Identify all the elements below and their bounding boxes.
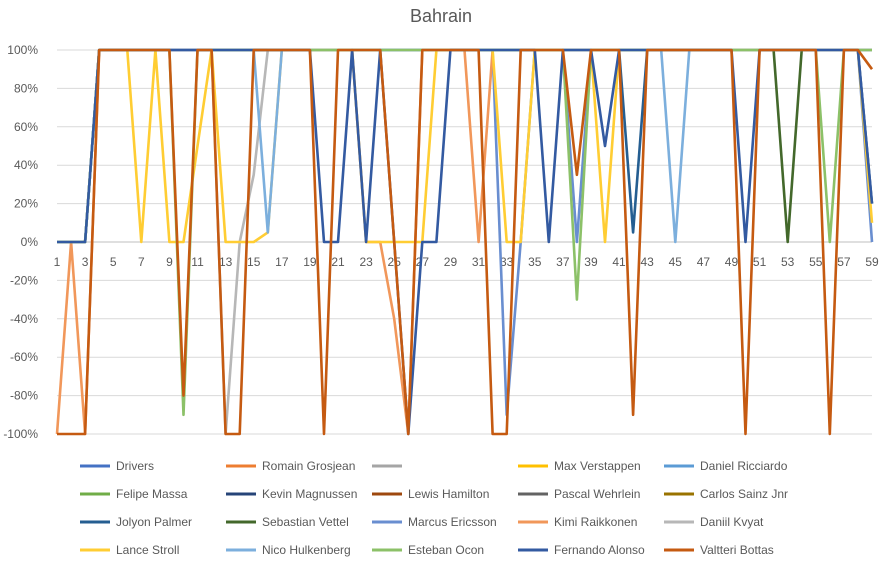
legend-entry: Kimi Raikkonen — [518, 515, 637, 529]
x-tick-label: 9 — [166, 255, 173, 269]
x-tick-label: 39 — [584, 255, 598, 269]
legend-entry: Jolyon Palmer — [80, 515, 192, 529]
legend-label: Lewis Hamilton — [408, 487, 489, 501]
x-tick-label: 33 — [500, 255, 514, 269]
x-tick-label: 27 — [416, 255, 430, 269]
legend-label: Daniel Ricciardo — [700, 459, 788, 473]
legend-label: Pascal Wehrlein — [554, 487, 640, 501]
x-tick-label: 59 — [865, 255, 879, 269]
x-tick-label: 45 — [669, 255, 683, 269]
legend-entry: Lewis Hamilton — [372, 487, 489, 501]
legend-label: Kimi Raikkonen — [554, 515, 637, 529]
legend-entry: Carlos Sainz Jnr — [664, 487, 788, 501]
x-tick-label: 57 — [837, 255, 851, 269]
legend-label: Lance Stroll — [116, 543, 179, 557]
legend-label: Felipe Massa — [116, 487, 188, 501]
x-tick-label: 1 — [54, 255, 61, 269]
legend-label: Romain Grosjean — [262, 459, 355, 473]
legend-entry: Felipe Massa — [80, 487, 188, 501]
legend-label: Nico Hulkenberg — [262, 543, 351, 557]
legend-entry: Sebastian Vettel — [226, 515, 349, 529]
legend-label: Drivers — [116, 459, 154, 473]
x-tick-label: 7 — [138, 255, 145, 269]
series-line — [57, 48, 874, 436]
y-tick-label: 0% — [21, 235, 39, 249]
legend-entry: Max Verstappen — [518, 459, 641, 473]
x-tick-label: 53 — [781, 255, 795, 269]
x-tick-label: 23 — [359, 255, 373, 269]
x-tick-label: 15 — [247, 255, 261, 269]
legend-entry: Fernando Alonso — [518, 543, 645, 557]
x-tick-label: 19 — [303, 255, 317, 269]
legend-entry: Daniil Kvyat — [664, 515, 764, 529]
x-tick-label: 29 — [444, 255, 458, 269]
legend-label: Carlos Sainz Jnr — [700, 487, 788, 501]
series-line — [57, 48, 874, 244]
legend-entry: Nico Hulkenberg — [226, 543, 351, 557]
series-lines — [55, 48, 874, 436]
legend-entry: Daniel Ricciardo — [664, 459, 788, 473]
x-tick-label: 47 — [697, 255, 711, 269]
legend-label: Esteban Ocon — [408, 543, 484, 557]
x-tick-label: 43 — [640, 255, 654, 269]
legend-entry: Esteban Ocon — [372, 543, 484, 557]
legend-entry: Pascal Wehrlein — [518, 487, 640, 501]
legend-label: Daniil Kvyat — [700, 515, 764, 529]
legend-entry: Marcus Ericsson — [372, 515, 497, 529]
y-tick-label: -20% — [10, 273, 38, 287]
legend-entry: Lance Stroll — [80, 543, 179, 557]
legend-label: Jolyon Palmer — [116, 515, 192, 529]
x-tick-label: 5 — [110, 255, 117, 269]
y-tick-label: -40% — [10, 312, 38, 326]
legend-label: Sebastian Vettel — [262, 515, 349, 529]
y-axis-ticks: 100% 80% 60% 40% 20% 0% -20% -40% -60% -80% -100% — [3, 43, 38, 441]
series-line — [57, 48, 872, 244]
y-tick-label: 40% — [14, 158, 38, 172]
legend: Drivers Romain Grosjean Max Verstappen Dani… — [80, 459, 788, 557]
x-tick-label: 17 — [275, 255, 289, 269]
y-tick-label: -100% — [3, 427, 38, 441]
y-tick-label: -80% — [10, 389, 38, 403]
legend-entry: Drivers — [80, 459, 154, 473]
series-line — [57, 48, 874, 417]
legend-label: Max Verstappen — [554, 459, 641, 473]
legend-label: Valtteri Bottas — [700, 543, 774, 557]
x-tick-label: 49 — [725, 255, 739, 269]
y-tick-label: -60% — [10, 350, 38, 364]
x-tick-label: 31 — [472, 255, 486, 269]
x-tick-label: 37 — [556, 255, 570, 269]
x-tick-label: 51 — [753, 255, 767, 269]
legend-entry: Romain Grosjean — [226, 459, 355, 473]
chart-title: Bahrain — [410, 6, 472, 26]
x-tick-label: 55 — [809, 255, 823, 269]
x-tick-label: 35 — [528, 255, 542, 269]
series-line — [57, 48, 874, 244]
y-tick-label: 100% — [7, 43, 38, 57]
series-line — [57, 48, 872, 244]
legend-label: Marcus Ericsson — [408, 515, 497, 529]
x-tick-label: 21 — [331, 255, 345, 269]
x-tick-label: 11 — [191, 255, 204, 269]
x-tick-label: 41 — [612, 255, 626, 269]
legend-label: Fernando Alonso — [554, 543, 645, 557]
y-tick-label: 80% — [14, 81, 38, 95]
y-tick-label: 20% — [14, 197, 38, 211]
legend-label: Kevin Magnussen — [262, 487, 357, 501]
x-tick-label: 13 — [219, 255, 233, 269]
series-line — [57, 48, 872, 417]
legend-entry: Kevin Magnussen — [226, 487, 357, 501]
legend-entry: Valtteri Bottas — [664, 543, 774, 557]
grid — [57, 49, 872, 435]
y-tick-label: 60% — [14, 120, 38, 134]
x-tick-label: 3 — [82, 255, 89, 269]
